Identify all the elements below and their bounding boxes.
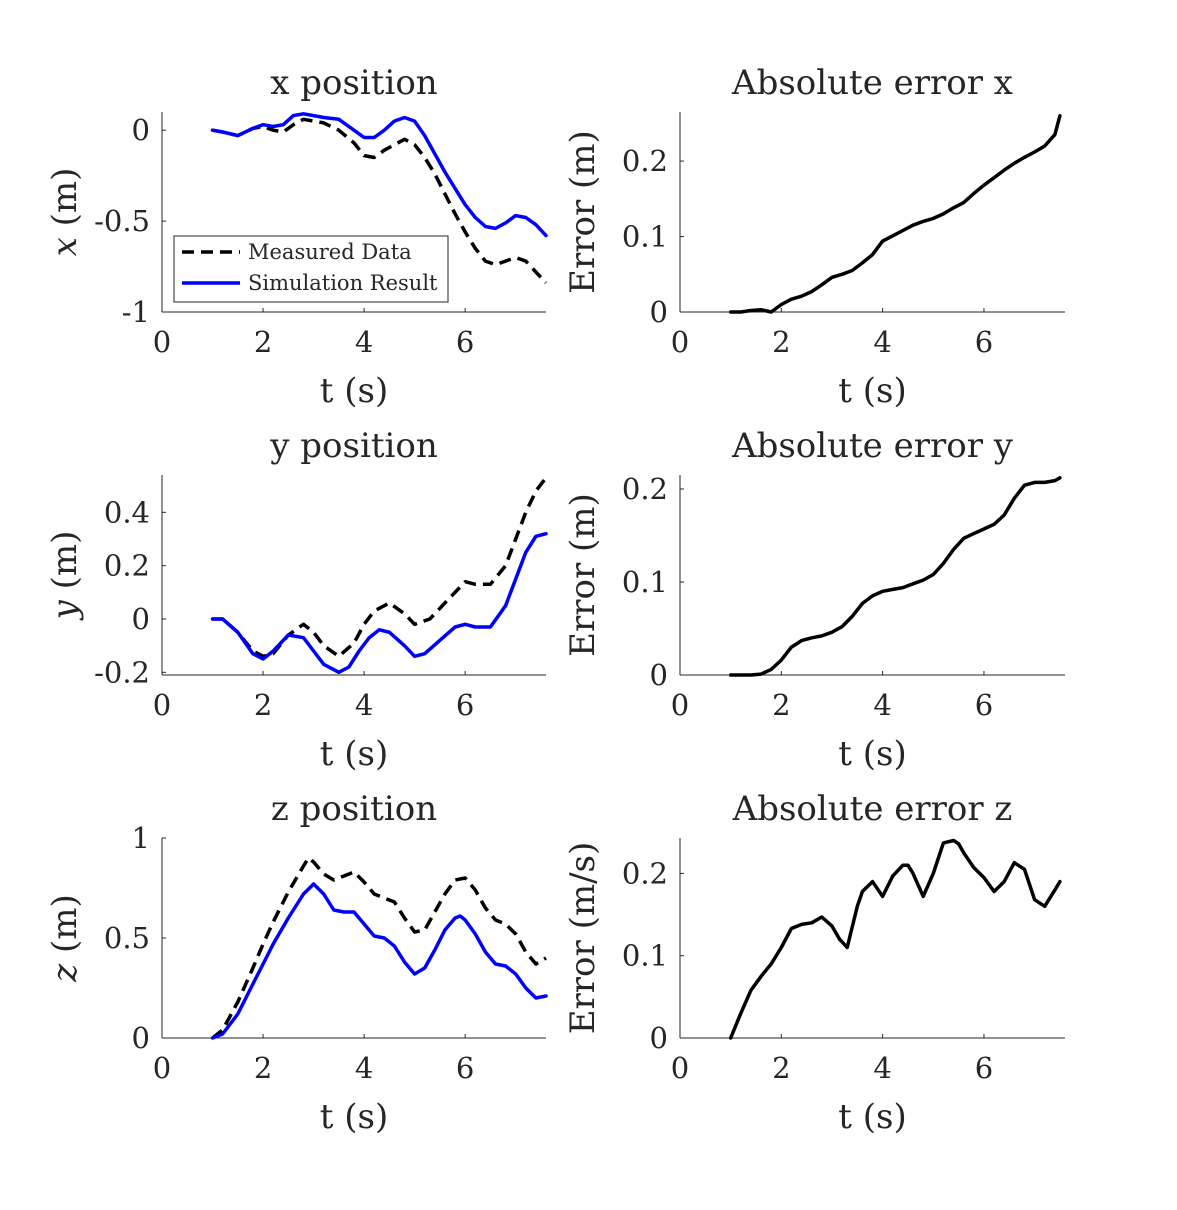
x-tick-label: 4 — [355, 325, 373, 359]
y-axis-label: Error (m) — [563, 130, 603, 294]
y-tick-label: -0.2 — [94, 655, 150, 689]
legend-box — [173, 235, 449, 303]
y-axis-label-unit: (m) — [45, 894, 85, 964]
y-tick-label: 0.1 — [622, 939, 668, 973]
series-line-measured-data — [211, 856, 547, 1040]
y-axis-label: y (m) — [45, 531, 85, 622]
y-tick-label: 0 — [650, 658, 668, 692]
x-tick-label: 0 — [671, 325, 689, 359]
x-tick-label: 6 — [456, 688, 474, 722]
series-line-measured-data — [212, 117, 548, 285]
series-line-measured-data — [212, 476, 548, 659]
x-tick-label: 0 — [671, 1051, 689, 1085]
x-axis-label: t (s) — [320, 371, 388, 411]
y-tick-label: 0.1 — [622, 220, 668, 254]
y-tick-label: 0.4 — [104, 495, 150, 529]
x-tick-label: 6 — [975, 688, 993, 722]
chart-title: Absolute error y — [731, 426, 1014, 466]
y-tick-label: 0.2 — [104, 549, 150, 583]
y-axis-label: Error (m) — [563, 493, 603, 657]
chart-title: Absolute error z — [732, 789, 1013, 829]
chart-panel-6: Absolute error z 0 2 4 6 0 0.1 0.2 t (s) Error (m… — [563, 789, 1065, 1137]
y-axis-label: x (m) — [45, 168, 85, 257]
series-line — [728, 114, 1062, 314]
x-tick-label: 4 — [873, 688, 891, 722]
series-line-simulation-result — [210, 531, 548, 675]
x-tick-label: 2 — [772, 1051, 790, 1085]
y-tick-label: 0 — [650, 1021, 668, 1055]
x-tick-label: 2 — [254, 688, 272, 722]
chart-panel-1: x position 0 2 4 6 0 -0.5 -1 t (s) x (m) Measured … — [45, 63, 548, 411]
y-tick-label: 0.2 — [622, 856, 668, 890]
legend-entry: Simulation Result — [248, 271, 438, 295]
y-tick-label: 0 — [132, 602, 150, 636]
chart-panel-4: Absolute error y 0 2 4 6 0 0.1 0.2 t (s) Error (m… — [563, 426, 1065, 774]
x-tick-label: 0 — [671, 688, 689, 722]
x-axis-label: t (s) — [838, 734, 906, 774]
x-tick-label: 2 — [254, 325, 272, 359]
y-tick-label: 0 — [650, 295, 668, 329]
chart-title: x position — [270, 63, 437, 103]
y-axis-label-symbol: y — [45, 599, 85, 621]
y-axis-label-symbol: z — [45, 963, 85, 983]
chart-panel-2: Absolute error x 0 2 4 6 0 0.1 0.2 t (s) Error (m… — [563, 63, 1065, 411]
x-tick-label: 0 — [153, 325, 171, 359]
y-tick-label: 0.2 — [622, 144, 668, 178]
x-tick-label: 6 — [456, 1051, 474, 1085]
x-tick-label: 4 — [873, 325, 891, 359]
x-tick-label: 0 — [153, 688, 171, 722]
x-tick-label: 6 — [975, 1051, 993, 1085]
x-tick-label: 2 — [772, 688, 790, 722]
x-tick-label: 0 — [153, 1051, 171, 1085]
y-tick-label: 1 — [132, 821, 150, 855]
y-tick-label: 0 — [132, 1021, 150, 1055]
y-axis-label: Error (m/s) — [563, 842, 603, 1035]
chart-title: z position — [271, 789, 437, 829]
series-line — [728, 838, 1062, 1040]
series-line-simulation-result — [210, 882, 548, 1040]
y-axis-label-symbol: x — [45, 237, 85, 256]
series-line — [728, 476, 1062, 677]
y-tick-label: -0.5 — [94, 204, 150, 238]
x-tick-label: 4 — [355, 688, 373, 722]
x-tick-label: 4 — [873, 1051, 891, 1085]
y-axis-label-unit: (m) — [45, 531, 85, 601]
chart-title: Absolute error x — [731, 63, 1013, 103]
y-axis-label-unit: (m) — [45, 168, 85, 238]
x-tick-label: 6 — [456, 325, 474, 359]
x-axis-label: t (s) — [320, 734, 388, 774]
y-tick-label: 0.1 — [622, 565, 668, 599]
y-tick-label: -1 — [122, 295, 150, 329]
x-tick-label: 2 — [254, 1051, 272, 1085]
x-tick-label: 4 — [355, 1051, 373, 1085]
y-tick-label: 0.2 — [622, 472, 668, 506]
x-axis-label: t (s) — [838, 1097, 906, 1137]
y-tick-label: 0.5 — [104, 921, 150, 955]
chart-title: y position — [269, 426, 437, 466]
x-axis-label: t (s) — [838, 371, 906, 411]
x-axis-label: t (s) — [320, 1097, 388, 1137]
chart-panel-5: z position 0 2 4 6 1 0.5 0 t (s) z (m) — [45, 789, 548, 1137]
y-tick-label: 0 — [132, 113, 150, 147]
legend: Measured Data Simulation Result — [173, 235, 449, 303]
y-axis-label: z (m) — [45, 894, 85, 983]
series-line-simulation-result — [210, 112, 548, 238]
x-tick-label: 6 — [975, 325, 993, 359]
x-tick-label: 2 — [772, 325, 790, 359]
legend-entry: Measured Data — [248, 240, 412, 264]
